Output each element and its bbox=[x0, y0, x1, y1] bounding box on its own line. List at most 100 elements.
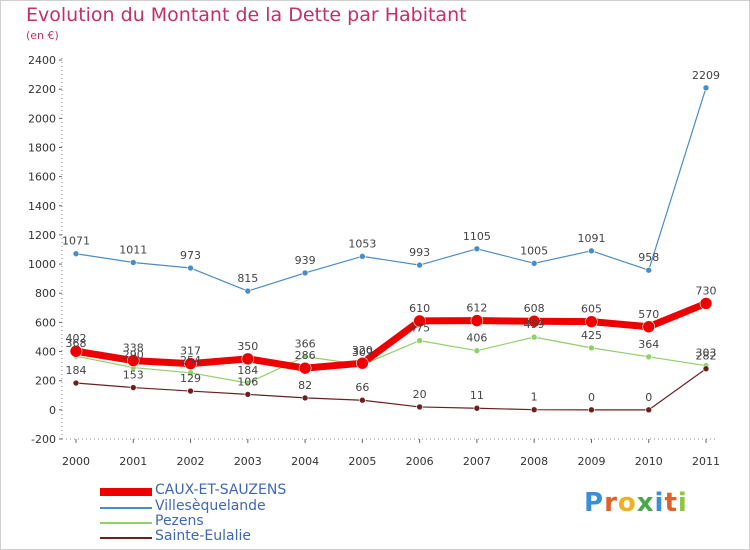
data-point bbox=[69, 344, 83, 358]
series-line bbox=[75, 336, 707, 384]
data-label: 1053 bbox=[348, 237, 376, 250]
legend-label: Pezens bbox=[155, 513, 204, 529]
data-point bbox=[301, 394, 309, 402]
data-label: 338 bbox=[123, 342, 144, 355]
x-tick-label: 2005 bbox=[348, 455, 376, 468]
data-point bbox=[72, 379, 80, 387]
y-tick-label: 0 bbox=[49, 404, 56, 417]
data-point bbox=[588, 344, 595, 352]
data-point bbox=[72, 250, 80, 258]
data-label: 106 bbox=[237, 375, 258, 388]
chart-title: Evolution du Montant de la Dette par Hab… bbox=[26, 4, 467, 26]
x-tick-label: 2001 bbox=[119, 455, 147, 468]
data-label: 368 bbox=[66, 337, 87, 350]
data-point bbox=[187, 387, 194, 395]
series-layer bbox=[69, 84, 713, 414]
data-label: 184 bbox=[66, 364, 87, 377]
y-tick-label: 2000 bbox=[28, 112, 56, 125]
legend-swatch bbox=[100, 507, 152, 509]
data-label: 282 bbox=[696, 350, 717, 363]
data-point bbox=[645, 353, 653, 361]
data-point bbox=[530, 333, 538, 341]
data-label: 605 bbox=[581, 303, 602, 316]
data-point bbox=[244, 379, 252, 387]
data-label: 815 bbox=[237, 272, 258, 285]
series-line bbox=[75, 368, 707, 411]
data-label: 20 bbox=[413, 388, 427, 401]
data-point bbox=[645, 406, 653, 414]
data-label: 82 bbox=[298, 379, 312, 392]
legend-label: CAUX-ET-SAUZENS bbox=[155, 482, 287, 498]
y-tick-label: 2200 bbox=[28, 83, 56, 96]
data-label: 993 bbox=[409, 246, 430, 259]
data-point bbox=[298, 361, 312, 375]
data-label: 184 bbox=[237, 364, 258, 377]
data-point bbox=[585, 315, 598, 328]
data-label: 0 bbox=[588, 391, 595, 404]
data-label: 406 bbox=[466, 332, 487, 345]
data-point bbox=[527, 314, 541, 328]
data-label: 254 bbox=[180, 354, 201, 367]
data-point bbox=[356, 356, 369, 370]
y-tick-label: 1400 bbox=[28, 200, 56, 213]
data-label: 320 bbox=[352, 344, 373, 357]
x-tick-label: 2004 bbox=[291, 455, 319, 468]
data-label: 425 bbox=[581, 329, 602, 342]
data-label: 499 bbox=[524, 318, 545, 331]
data-point bbox=[470, 314, 484, 327]
data-label: 1105 bbox=[463, 230, 491, 243]
data-point bbox=[702, 365, 710, 373]
x-tick-label: 2011 bbox=[692, 455, 720, 468]
x-tick-label: 2000 bbox=[62, 455, 90, 468]
data-point bbox=[413, 314, 426, 328]
data-label: 939 bbox=[295, 254, 316, 267]
data-label: 309 bbox=[352, 346, 373, 359]
data-point bbox=[473, 245, 481, 253]
y-tick-label: 1600 bbox=[28, 171, 56, 184]
data-point bbox=[588, 247, 595, 255]
legend-swatch bbox=[100, 522, 152, 524]
data-point bbox=[241, 352, 255, 366]
x-tick-label: 2003 bbox=[234, 455, 262, 468]
data-point bbox=[473, 404, 481, 412]
data-point bbox=[187, 264, 194, 272]
data-point bbox=[702, 84, 710, 92]
data-point bbox=[530, 406, 538, 414]
series-line bbox=[72, 299, 710, 372]
data-label: 0 bbox=[645, 391, 652, 404]
logo-letter: x bbox=[636, 488, 655, 518]
data-label: 11 bbox=[470, 389, 484, 402]
data-point bbox=[473, 347, 481, 354]
logo-letter: P bbox=[584, 488, 605, 518]
y-tick-label: 400 bbox=[35, 346, 56, 359]
chart-axes: 2400220020001800160014001200100080060040… bbox=[28, 54, 720, 468]
y-tick-label: -200 bbox=[31, 433, 56, 446]
data-point bbox=[416, 403, 423, 411]
data-point bbox=[301, 353, 309, 360]
chart-subtitle: (en €) bbox=[26, 29, 59, 42]
data-label: 153 bbox=[123, 369, 144, 382]
y-tick-label: 1200 bbox=[28, 229, 56, 242]
data-label: 1005 bbox=[520, 244, 548, 257]
data-label: 958 bbox=[638, 251, 659, 264]
x-tick-label: 2007 bbox=[463, 455, 491, 468]
data-label: 2209 bbox=[692, 69, 720, 82]
data-point bbox=[588, 406, 595, 414]
legend-swatch bbox=[100, 488, 152, 496]
x-tick-label: 2006 bbox=[406, 455, 434, 468]
data-point bbox=[244, 287, 252, 295]
x-tick-label: 2008 bbox=[520, 455, 548, 468]
x-tick-label: 2010 bbox=[635, 455, 663, 468]
data-point bbox=[416, 337, 423, 344]
data-point bbox=[129, 384, 137, 391]
data-label: 475 bbox=[409, 322, 430, 335]
data-label: 1071 bbox=[62, 235, 90, 248]
data-label: 286 bbox=[295, 349, 316, 362]
data-label: 317 bbox=[180, 345, 201, 358]
data-point bbox=[301, 269, 309, 277]
data-label: 973 bbox=[180, 249, 201, 262]
data-point bbox=[416, 261, 423, 269]
data-label: 66 bbox=[355, 381, 369, 394]
logo-letter: o bbox=[617, 488, 637, 518]
logo-letter: i bbox=[677, 488, 688, 518]
